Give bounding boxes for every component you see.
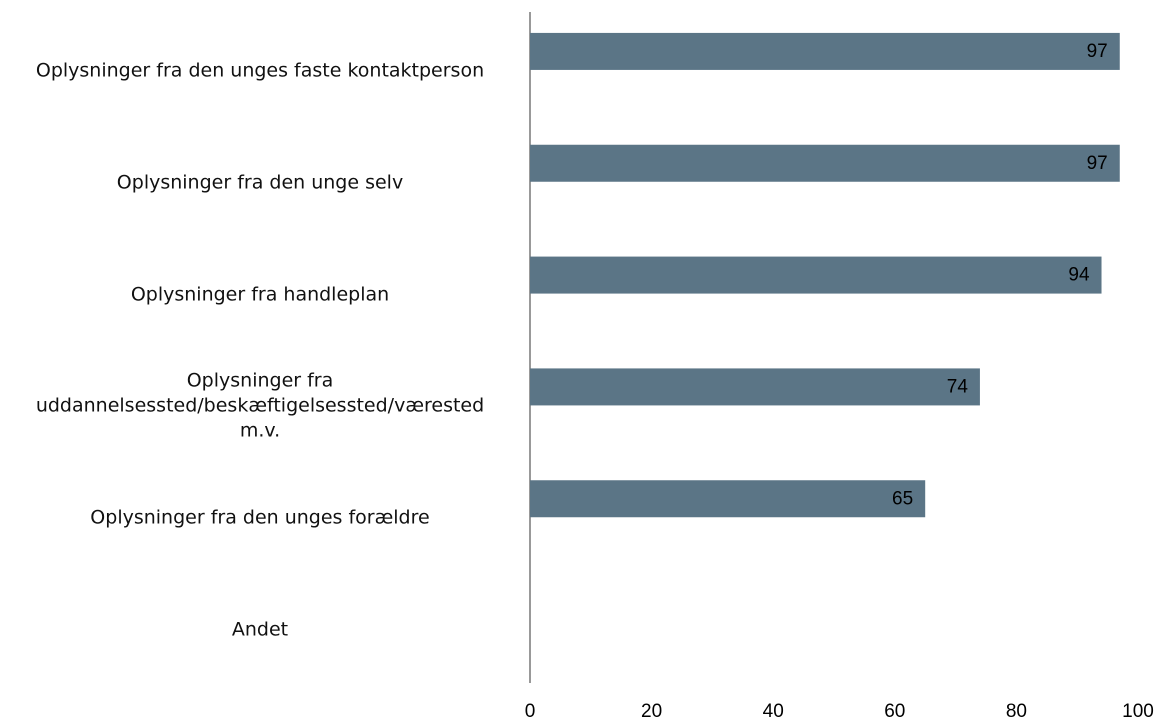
x-tick-label: 0 <box>525 701 536 720</box>
data-label: 97 <box>1087 153 1108 174</box>
category-label: Oplysninger fra handleplan <box>130 283 390 306</box>
category-label: Oplysninger fra uddannelsessted/beskæfti… <box>35 369 485 442</box>
data-label: 74 <box>947 376 969 397</box>
data-label: 97 <box>1087 41 1108 62</box>
bar <box>530 144 1120 182</box>
bar <box>530 368 980 406</box>
category-label: Oplysninger fra den unge selv <box>116 171 404 194</box>
category-label: Andet <box>231 618 289 641</box>
x-tick-label: 40 <box>763 701 784 720</box>
x-tick-label: 20 <box>641 701 662 720</box>
category-label: Oplysninger fra den unges forældre <box>90 506 430 529</box>
x-tick-label: 100 <box>1122 701 1154 720</box>
bar <box>530 32 1120 70</box>
data-label: 94 <box>1068 265 1090 286</box>
category-label: Oplysninger fra den unges faste kontaktp… <box>35 59 485 82</box>
bar <box>530 480 926 518</box>
x-tick-label: 80 <box>1006 701 1027 720</box>
data-label: 65 <box>892 488 913 509</box>
bar <box>530 256 1102 294</box>
x-tick-label: 60 <box>884 701 905 720</box>
